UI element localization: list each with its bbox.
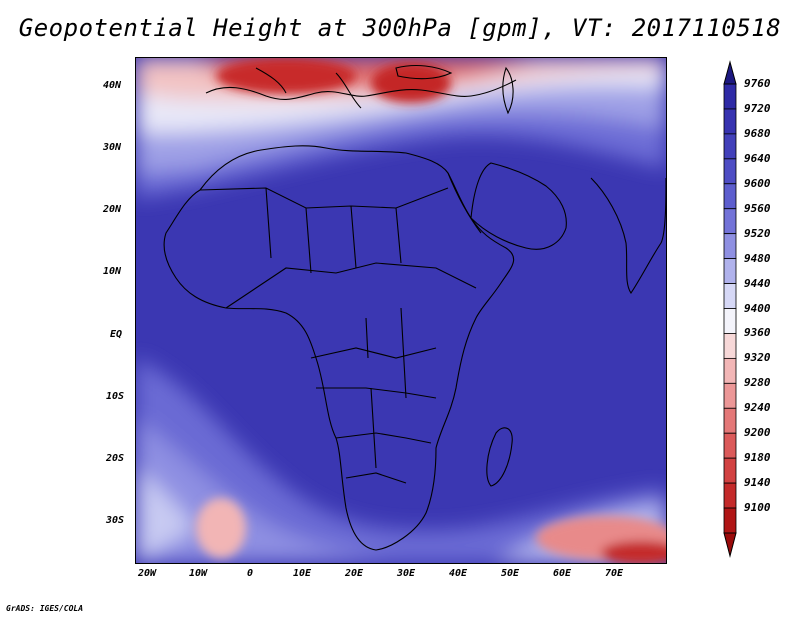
chart-title: Geopotential Height at 300hPa [gpm], VT:… [18,14,782,42]
geopotential-field [136,58,666,563]
lat-label-40n: 40N [103,80,122,91]
colorbar-top-arrow [723,60,737,85]
colorbar-swatch [723,133,737,160]
lon-label-20w: 20W [137,568,157,579]
colorbar-bottom-arrow [723,532,737,558]
colorbar-level-label: 9760 [744,77,771,90]
colorbar-swatch [723,108,737,135]
lon-label-10w: 10W [188,568,208,579]
colorbar-level-label: 9360 [744,326,771,340]
colorbar-level-label: 9140 [744,476,771,490]
lat-label-30s: 30S [106,515,125,526]
lon-label-20e: 20E [344,568,364,579]
colorbar-swatch [723,283,737,309]
lat-label-10n: 10N [103,266,122,277]
colorbar-swatch [723,507,737,534]
lat-label-eq: EQ [110,329,123,340]
lat-label-20n: 20N [103,204,122,215]
lat-label-20s: 20S [106,453,125,464]
lon-label-10e: 10E [292,568,312,579]
colorbar-level-label: 9480 [744,251,771,265]
lat-label-10s: 10S [106,391,125,402]
colorbar-level-label: 9520 [744,226,771,240]
colorbar-level-label: 9560 [744,201,771,215]
colorbar-swatch [723,432,737,459]
colorbar-swatch [723,258,737,284]
colorbar-level-label: 9640 [744,151,771,165]
colorbar-level-label: 9200 [744,426,771,440]
colorbar-level-label: 9680 [744,126,771,140]
colorbar-swatch [723,482,737,509]
colorbar-level-label: 9280 [744,376,771,390]
lon-label-40e: 40E [448,568,468,579]
colorbar-level-label: 9240 [744,401,771,415]
colorbar-swatch [723,308,737,334]
colorbar-swatch [723,333,737,359]
colorbar-level-label: 9720 [744,101,771,115]
colorbar-level-label: 9320 [744,351,771,365]
colorbar-level-label: 9600 [744,176,771,190]
colorbar-level-label: 9100 [744,501,771,515]
lat-label-30n: 30N [103,142,122,153]
map-panel [135,57,667,564]
lon-label-70e: 70E [604,568,624,579]
colorbar-swatch [723,382,737,409]
coastlines [163,64,666,551]
colorbar-level-label: 9180 [744,451,771,465]
colorbar-level-label: 9440 [744,276,771,290]
colorbar-swatch [723,83,737,110]
colorbar-swatch [723,457,737,484]
colorbar-swatch [723,183,737,210]
lon-label-0: 0 [246,568,254,579]
colorbar-swatch [723,357,737,384]
lon-label-50e: 50E [500,568,520,579]
colorbar-level-label: 9400 [744,301,771,315]
lon-label-30e: 30E [396,568,416,579]
colorbar-swatch [723,158,737,185]
colorbar-swatch [723,208,737,235]
colorbar-swatch [723,407,737,434]
lon-label-60e: 60E [552,568,572,579]
grads-credit: GrADS: IGES/COLA [6,604,84,613]
colorbar-swatch [723,233,737,260]
